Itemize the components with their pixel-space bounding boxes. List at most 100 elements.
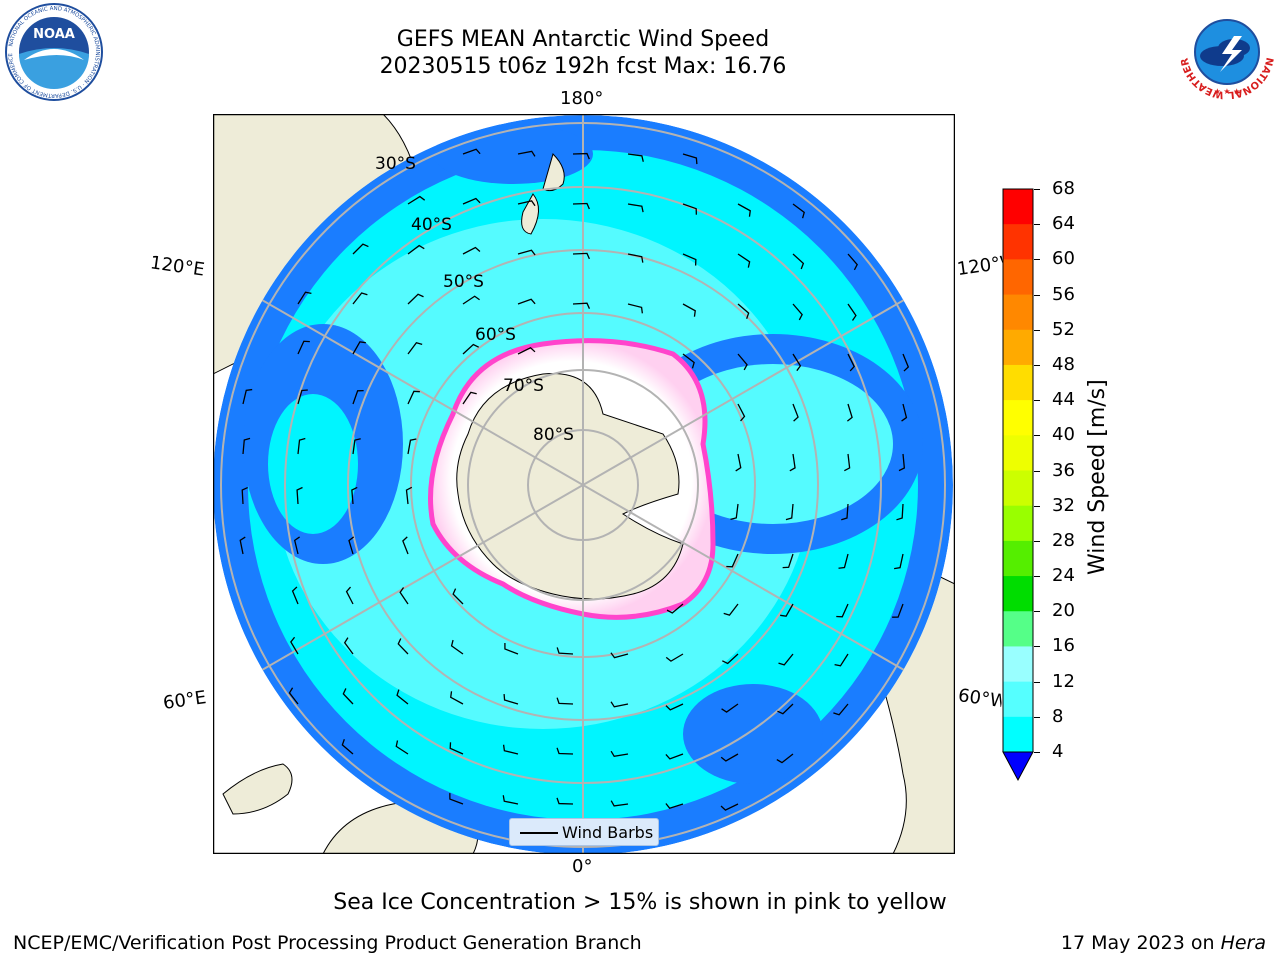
wind-barb [838, 553, 849, 569]
wind-barb [452, 588, 464, 605]
wind-barb [841, 503, 849, 521]
colorbar-tick-label: 8 [1052, 705, 1064, 727]
new-zealand-land [521, 153, 565, 235]
lat-label-70s: 70°S [503, 376, 544, 396]
nws-logo: NATIONAL WEATHER SERVICE ★ ★ ★ [1172, 0, 1278, 102]
wind-barb [556, 647, 574, 655]
wind-barb [399, 587, 409, 605]
wind-barb [293, 536, 301, 555]
wind-barb [792, 203, 805, 219]
colorbar-segment [1003, 189, 1033, 225]
colorbar-segment [1003, 400, 1033, 436]
polar-map: 30°S 40°S 50°S 60°S 70°S 80°S [212, 113, 956, 855]
wind-barb [450, 639, 464, 655]
wind-barb [352, 292, 368, 305]
colorbar-segment [1003, 364, 1033, 401]
wind-barb [627, 153, 644, 162]
wind-barb [665, 803, 684, 809]
colorbar-tick-mark [1034, 294, 1040, 296]
wind-barb [627, 253, 644, 263]
chart-subtitle: 20230515 t06z 192h fcst Max: 16.76 [379, 54, 787, 79]
colorbar-tick-label: 44 [1052, 389, 1075, 411]
wind-barb [665, 753, 684, 760]
colorbar-tick-mark [1034, 224, 1040, 226]
wind-barb [785, 503, 794, 521]
wind-barb [297, 340, 310, 355]
colorbar-tick-mark [1034, 752, 1040, 753]
wind-barb [892, 603, 904, 618]
wind-barb [296, 486, 303, 505]
colorbar-tick-mark [1034, 611, 1040, 613]
colorbar-tick-label: 48 [1052, 353, 1075, 375]
wind-barb [348, 536, 355, 555]
lon-label-120w: 120°W [955, 252, 1005, 281]
wind-barb [737, 403, 746, 422]
wind-barb [462, 246, 481, 255]
colorbar-under-arrow [1002, 751, 1034, 782]
noaa-logo: NATIONAL OCEANIC AND ATMOSPHERIC ADMINIS… [4, 2, 104, 102]
wind-barb [449, 742, 464, 755]
colorbar-segment [1003, 576, 1033, 612]
colorbar-tick-mark [1034, 716, 1040, 718]
colorbar-tick-mark [1034, 259, 1040, 261]
wind-barb [352, 341, 366, 355]
wind-barb [291, 586, 299, 605]
wind-barb [847, 353, 855, 372]
wind-barb [846, 403, 853, 422]
wind-barb [833, 703, 849, 716]
wind-barb [407, 342, 423, 355]
wind-barb [894, 553, 904, 570]
colorbar-tick-mark [1034, 505, 1040, 507]
wind-barb [836, 603, 849, 618]
wind-barb [517, 200, 536, 207]
wind-barb [792, 353, 802, 372]
sea-ice-note: Sea Ice Concentration > 15% is shown in … [333, 890, 947, 915]
colorbar-tick-label: 36 [1052, 459, 1075, 481]
legend-label: Wind Barbs [562, 823, 654, 842]
colorbar-tick-mark [1034, 681, 1040, 683]
wind-barb [847, 253, 858, 271]
wind-barb [780, 603, 794, 617]
wind-barb [352, 389, 364, 405]
colorbar-tick-mark [1034, 470, 1040, 472]
svg-text:★ ★ ★: ★ ★ ★ [1214, 87, 1241, 96]
wind-barb [720, 753, 739, 762]
colorbar-segment [1003, 681, 1033, 718]
colorbar-segment [1003, 294, 1033, 331]
wind-barb [721, 703, 739, 713]
wind-barb [610, 750, 629, 758]
wind-barb [844, 453, 851, 472]
colorbar-tick-label: 52 [1052, 318, 1075, 340]
wind-barb [792, 253, 805, 270]
wind-barb [407, 244, 425, 255]
antarctica-land [456, 373, 684, 600]
lon-label-0: 0° [572, 856, 593, 877]
colorbar-tick-mark [1034, 646, 1040, 648]
colorbar-title: Wind Speed [m/s] [1085, 379, 1110, 575]
map-panel: 30°S 40°S 50°S 60°S 70°S 80°S [212, 113, 956, 855]
colorbar-frame [1002, 188, 1034, 752]
wind-barb [682, 353, 695, 369]
wind-barb [722, 653, 739, 665]
lat-label-60s: 60°S [475, 325, 516, 345]
wind-barb [352, 438, 361, 455]
colorbar-tick-label: 56 [1052, 283, 1075, 305]
lon-label-60w: 60°W [956, 685, 1004, 712]
wind-barb [462, 197, 481, 205]
wind-barb [345, 586, 354, 605]
lat-label-80s: 80°S [533, 425, 574, 445]
wind-barb [572, 252, 590, 260]
wind-barb [504, 642, 519, 655]
wind-barb [351, 486, 358, 505]
wind-barb [572, 152, 590, 160]
map-legend: Wind Barbs [509, 818, 659, 846]
colorbar-tick-label: 24 [1052, 565, 1075, 587]
colorbar-segment [1003, 540, 1033, 577]
wind-barb [572, 202, 590, 210]
wind-barb [847, 303, 857, 321]
wind-barb [396, 689, 409, 705]
wind-barb [720, 803, 739, 811]
wind-barb [405, 486, 413, 505]
wind-barb [407, 293, 424, 305]
colorbar-segment [1003, 646, 1033, 683]
